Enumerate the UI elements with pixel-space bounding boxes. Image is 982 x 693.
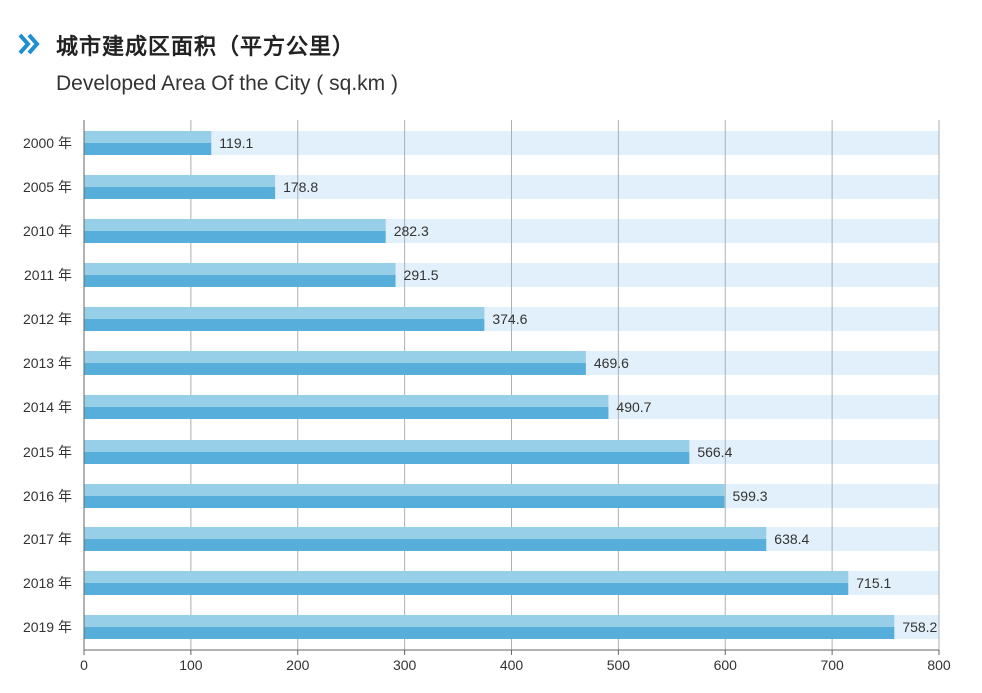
bar-top bbox=[84, 351, 586, 363]
bar-top bbox=[84, 395, 609, 407]
bar-bottom bbox=[84, 627, 895, 639]
data-label: 119.1 bbox=[219, 135, 253, 151]
x-tick-label: 200 bbox=[286, 657, 310, 673]
bar-bottom bbox=[84, 452, 690, 464]
bar-top bbox=[84, 263, 396, 275]
bar-top bbox=[84, 484, 725, 496]
bar-bottom bbox=[84, 407, 609, 419]
bar-top bbox=[84, 615, 895, 627]
y-tick-label: 2017 年 bbox=[23, 531, 72, 547]
x-tick-label: 500 bbox=[607, 657, 631, 673]
data-label: 178.8 bbox=[283, 179, 318, 195]
x-tick-label: 300 bbox=[393, 657, 417, 673]
data-label: 490.7 bbox=[616, 399, 651, 415]
bar-bottom bbox=[84, 231, 386, 243]
data-label: 758.2 bbox=[902, 619, 937, 635]
data-label: 599.3 bbox=[733, 488, 768, 504]
data-label: 469.6 bbox=[594, 355, 629, 371]
y-tick-label: 2018 年 bbox=[23, 575, 72, 591]
chart-title: 城市建成区面积（平方公里） bbox=[56, 35, 356, 60]
x-tick-label: 600 bbox=[714, 657, 738, 673]
data-label: 291.5 bbox=[404, 267, 439, 283]
y-tick-label: 2019 年 bbox=[23, 619, 72, 635]
y-tick-label: 2012 年 bbox=[23, 311, 72, 327]
bar-top bbox=[84, 571, 849, 583]
data-label: 374.6 bbox=[492, 311, 527, 327]
y-tick-label: 2011 年 bbox=[24, 267, 72, 283]
x-tick-label: 700 bbox=[820, 657, 844, 673]
x-tick-label: 800 bbox=[927, 657, 951, 673]
y-tick-label: 2000 年 bbox=[23, 135, 72, 151]
x-tick-label: 400 bbox=[500, 657, 524, 673]
bar-bottom bbox=[84, 539, 767, 551]
bar-top bbox=[84, 440, 690, 452]
data-label: 566.4 bbox=[697, 444, 732, 460]
x-tick-label: 0 bbox=[80, 657, 88, 673]
bar-top bbox=[84, 307, 485, 319]
y-tick-label: 2015 年 bbox=[23, 444, 72, 460]
x-tick-label: 100 bbox=[179, 657, 203, 673]
double-chevron-right-icon bbox=[18, 32, 42, 56]
bar-bottom bbox=[84, 363, 586, 375]
data-label: 715.1 bbox=[856, 575, 891, 591]
bar-bottom bbox=[84, 319, 485, 331]
bar-top bbox=[84, 175, 276, 187]
bar-top bbox=[84, 131, 212, 143]
y-tick-label: 2016 年 bbox=[23, 488, 72, 504]
y-tick-label: 2013 年 bbox=[23, 355, 72, 371]
bar-top bbox=[84, 219, 386, 231]
y-tick-label: 2014 年 bbox=[23, 399, 72, 415]
data-label: 638.4 bbox=[774, 531, 809, 547]
y-tick-label: 2005 年 bbox=[23, 179, 72, 195]
chart-subtitle: Developed Area Of the City ( sq.km ) bbox=[56, 72, 398, 95]
bar-bottom bbox=[84, 275, 396, 287]
y-tick-label: 2010 年 bbox=[23, 223, 72, 239]
bar-bottom bbox=[84, 143, 212, 155]
bar-top bbox=[84, 527, 767, 539]
bar-bottom bbox=[84, 187, 276, 199]
bar-bottom bbox=[84, 496, 725, 508]
data-label: 282.3 bbox=[394, 223, 429, 239]
bar-bottom bbox=[84, 583, 849, 595]
